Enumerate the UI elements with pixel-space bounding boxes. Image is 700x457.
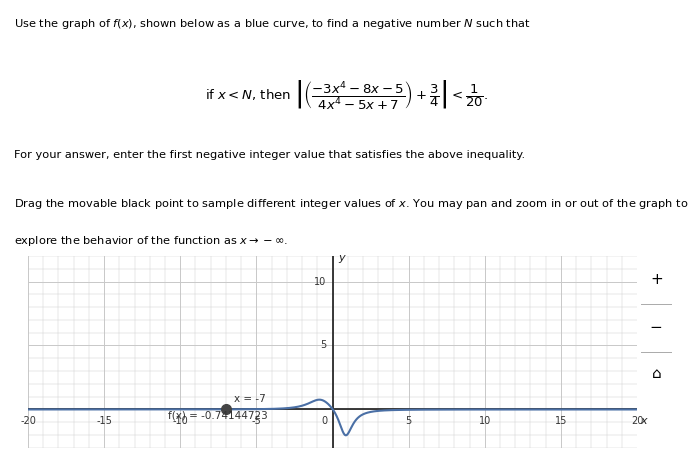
Text: 15: 15 bbox=[554, 416, 567, 426]
Text: 10: 10 bbox=[314, 276, 326, 287]
Text: ⌂: ⌂ bbox=[652, 366, 661, 381]
Text: 0: 0 bbox=[321, 416, 327, 426]
Text: Use the graph of $f(x)$, shown below as a blue curve, to find a negative number : Use the graph of $f(x)$, shown below as … bbox=[14, 16, 531, 31]
Text: 5: 5 bbox=[320, 340, 326, 351]
Text: explore the behavior of the function as $x \rightarrow -\infty$.: explore the behavior of the function as … bbox=[14, 234, 288, 248]
Text: -15: -15 bbox=[96, 416, 112, 426]
Text: if $x < N$, then $\left|\left(\dfrac{-3x^4 - 8x - 5}{4x^4 - 5x + 7}\right) + \df: if $x < N$, then $\left|\left(\dfrac{-3x… bbox=[205, 78, 488, 111]
Text: y: y bbox=[339, 254, 345, 264]
Text: -20: -20 bbox=[20, 416, 36, 426]
Text: Drag the movable black point to sample different integer values of $x$. You may : Drag the movable black point to sample d… bbox=[14, 197, 688, 211]
Text: f(x) = -0.74144723: f(x) = -0.74144723 bbox=[169, 410, 268, 420]
Text: 5: 5 bbox=[405, 416, 412, 426]
Text: +: + bbox=[650, 272, 663, 287]
Text: -10: -10 bbox=[172, 416, 188, 426]
Text: 20: 20 bbox=[631, 416, 643, 426]
Text: -5: -5 bbox=[251, 416, 261, 426]
Text: −: − bbox=[650, 320, 663, 335]
Text: x: x bbox=[640, 416, 647, 426]
Text: 10: 10 bbox=[479, 416, 491, 426]
Text: For your answer, enter the first negative integer value that satisfies the above: For your answer, enter the first negativ… bbox=[14, 150, 525, 160]
Text: x = -7: x = -7 bbox=[234, 394, 265, 404]
